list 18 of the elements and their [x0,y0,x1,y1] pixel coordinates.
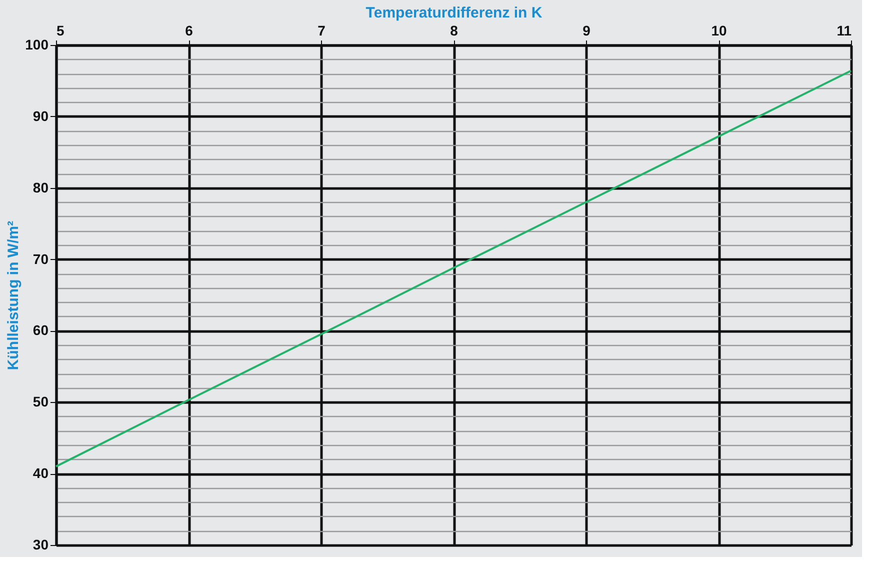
x-tick-label: 11 [836,22,852,38]
x-tick-label: 8 [450,22,458,38]
x-tick-label: 6 [185,22,194,38]
y-axis-title: Kühlleistung in W/m² [5,220,22,370]
y-tick-label: 100 [25,36,49,52]
y-tick-label: 50 [32,394,49,410]
y-tick-label: 30 [32,536,49,552]
x-tick-label: 5 [56,22,64,38]
y-tick-label: 60 [32,322,49,338]
x-tick-label: 7 [318,22,326,38]
y-tick-label: 90 [32,108,49,124]
x-tick-label: 9 [582,22,591,38]
x-axis-title: Temperaturdifferenz in K [366,4,542,22]
y-tick-label: 70 [32,250,49,267]
x-tick-label: 10 [711,22,727,38]
y-tick-label: 80 [32,179,49,196]
line-series [55,70,852,468]
y-tick-label: 40 [32,465,49,482]
